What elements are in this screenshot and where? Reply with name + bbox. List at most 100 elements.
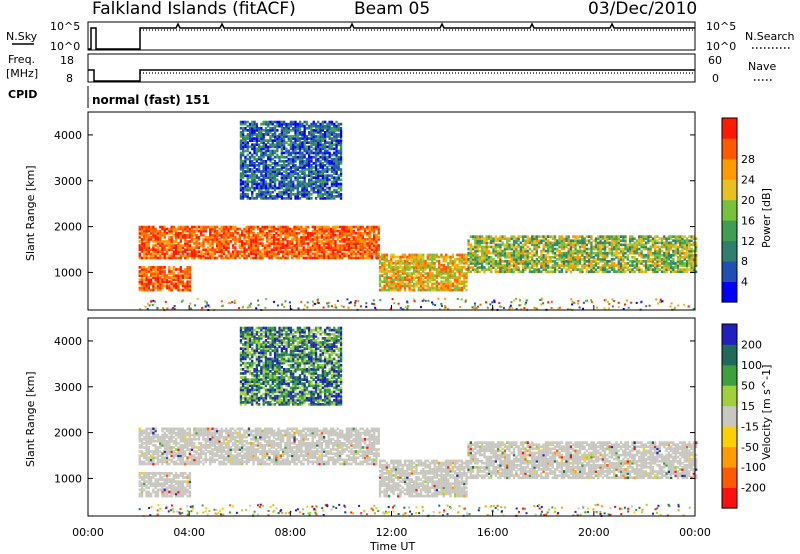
echo-cell: [172, 244, 175, 247]
echo-cell: [510, 270, 513, 274]
echo-cell: [287, 188, 290, 192]
echo-cell: [239, 141, 243, 144]
echo-cell: [145, 280, 148, 284]
echo-cell: [156, 282, 160, 286]
echo-cell: [325, 246, 328, 249]
echo-cell: [186, 266, 189, 269]
echo-cell: [357, 233, 360, 237]
echo-cell: [247, 233, 251, 237]
echo-cell: [649, 260, 652, 263]
echo-cell: [676, 266, 680, 269]
echo-cell: [239, 145, 243, 149]
echo-cell: [327, 231, 330, 235]
echo-cell: [255, 149, 258, 153]
echo-cell: [186, 236, 189, 239]
echo-cell: [569, 255, 573, 259]
echo-cell: [285, 135, 288, 138]
echo-cell: [236, 252, 239, 256]
echo-cell: [184, 248, 187, 252]
echo-cell: [619, 251, 623, 255]
echo-cell: [320, 246, 323, 249]
echo-cell: [465, 280, 468, 284]
echo-cell: [583, 266, 586, 269]
echo-cell: [145, 242, 148, 245]
echo-cell: [260, 151, 263, 155]
echo-cell: [333, 166, 336, 169]
echo-cell: [161, 274, 164, 277]
echo-cell: [263, 227, 267, 231]
echo-cell: [330, 190, 334, 194]
echo-cell: [285, 184, 288, 188]
echo-cell: [381, 257, 384, 261]
echo-cell: [361, 233, 364, 237]
echo-cell: [665, 266, 668, 269]
echo-cell: [260, 126, 263, 130]
echo-cell: [503, 245, 507, 249]
echo-cell: [597, 262, 600, 265]
echo-cell: [170, 238, 173, 241]
echo-cell: [329, 248, 333, 252]
echo-cell: [300, 238, 303, 241]
echo-cell: [320, 242, 323, 245]
echo-cell: [321, 129, 324, 132]
echo-cell: [670, 241, 673, 245]
echo-cell: [285, 149, 288, 153]
echo-cell: [321, 157, 324, 161]
echo-cell: [428, 270, 432, 273]
echo-cell: [581, 243, 584, 247]
echo-cell: [260, 147, 263, 151]
echo-cell: [239, 192, 243, 196]
echo-cell: [447, 288, 450, 292]
echo-cell: [188, 274, 191, 277]
echo-cell: [560, 239, 563, 243]
echo-cell: [293, 231, 296, 235]
echo-cell: [312, 166, 315, 169]
echo-cell: [301, 176, 304, 180]
echo-cell: [309, 246, 312, 249]
echo-cell: [463, 274, 466, 277]
echo-cell: [250, 246, 253, 249]
echo-cell: [670, 302, 673, 305]
echo-cell: [335, 120, 338, 124]
echo-cell: [258, 131, 261, 134]
echo-cell: [451, 261, 454, 265]
echo-cell: [248, 151, 252, 155]
echo-cell: [283, 137, 286, 140]
echo-cell: [161, 252, 164, 256]
echo-cell: [271, 126, 274, 130]
echo-cell: [649, 253, 652, 257]
echo-cell: [354, 244, 358, 247]
echo-cell: [312, 131, 315, 134]
echo-cell: [378, 280, 382, 284]
echo-cell: [633, 270, 636, 274]
echo-cell: [343, 254, 346, 258]
echo-cell: [300, 240, 303, 243]
echo-cell: [269, 168, 272, 171]
echo-cell: [601, 264, 604, 267]
echo-cell: [665, 239, 668, 243]
echo-cell: [681, 268, 684, 271]
echo-cell: [285, 131, 288, 134]
echo-cell: [506, 262, 509, 265]
echo-cell: [172, 250, 175, 254]
echo-cell: [474, 241, 477, 245]
echo-cell: [310, 192, 313, 196]
echo-cell: [574, 255, 577, 259]
echo-cell: [154, 280, 157, 284]
echo-cell: [147, 286, 150, 290]
echo-cell: [663, 245, 666, 249]
echo-cell: [260, 122, 263, 126]
echo-cell: [286, 252, 289, 256]
echo-cell: [245, 250, 248, 254]
echo-cell: [438, 282, 441, 286]
echo-cell: [343, 231, 346, 235]
echo-cell: [649, 268, 652, 271]
echo-cell: [179, 254, 182, 258]
echo-cell: [357, 256, 360, 260]
echo-cell: [307, 244, 310, 247]
echo-cell: [658, 260, 661, 263]
echo-cell: [451, 270, 454, 273]
echo-cell: [170, 254, 173, 258]
echo-cell: [190, 227, 194, 231]
echo-cell: [242, 135, 245, 138]
